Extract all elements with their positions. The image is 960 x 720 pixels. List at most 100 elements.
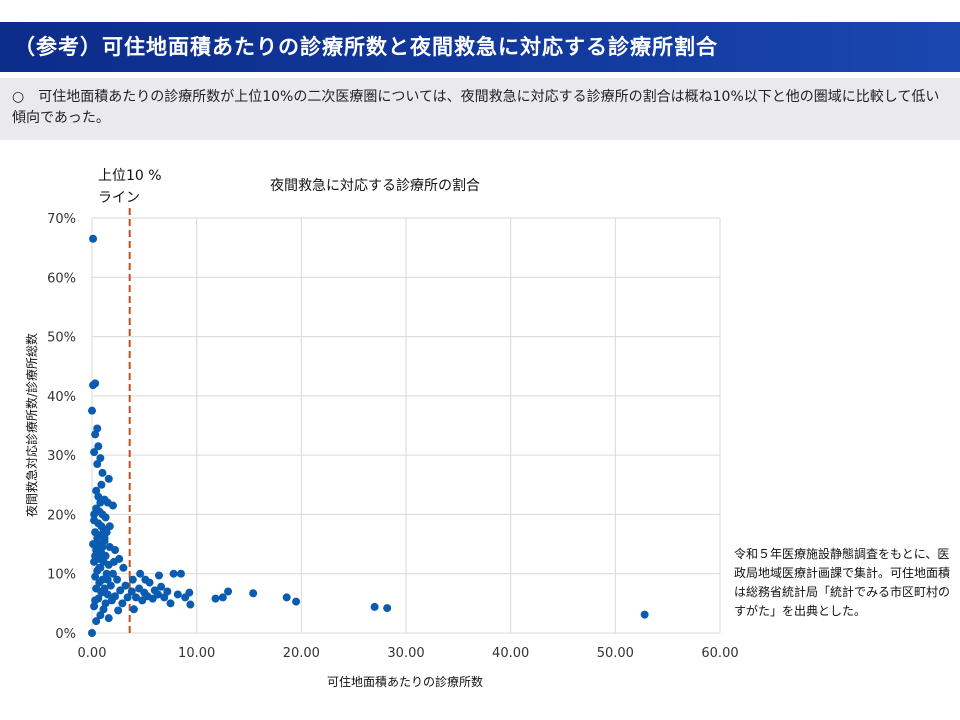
data-point — [91, 596, 100, 605]
data-point — [136, 569, 145, 578]
data-points — [88, 234, 649, 637]
data-point — [105, 522, 114, 531]
data-point — [249, 589, 258, 598]
x-tick-label: 30.00 — [387, 646, 424, 661]
data-point — [160, 593, 169, 602]
data-point — [218, 593, 227, 602]
data-point — [92, 486, 101, 495]
data-point — [90, 510, 99, 519]
data-point — [98, 468, 107, 477]
data-point — [116, 586, 125, 595]
data-point — [90, 557, 99, 566]
reference-line-label-2: ライン — [98, 190, 140, 206]
y-tick-label: 20% — [47, 508, 76, 523]
x-tick-label: 50.00 — [597, 646, 634, 661]
data-point — [91, 572, 100, 581]
data-point — [102, 569, 111, 578]
y-axis-label: 夜間救急対応診療所数/診療所総数 — [24, 333, 39, 517]
data-point — [104, 474, 113, 483]
page-header: （参考）可住地面積あたりの診療所数と夜間救急に対応する診療所割合 — [0, 22, 960, 72]
chart-title: 夜間救急に対応する診療所の割合 — [270, 177, 480, 194]
data-point — [106, 581, 115, 590]
y-tick-label: 50% — [47, 331, 76, 346]
data-point — [89, 540, 98, 549]
data-point — [96, 454, 105, 463]
data-point — [107, 596, 116, 605]
data-point — [153, 590, 162, 599]
data-point — [127, 587, 136, 596]
data-point — [99, 551, 108, 560]
y-tick-label: 10% — [47, 568, 76, 583]
data-point — [91, 551, 100, 560]
data-point — [224, 587, 233, 596]
data-point — [282, 593, 291, 602]
x-tick-label: 40.00 — [492, 646, 529, 661]
y-tick-label: 60% — [47, 271, 76, 286]
data-point — [169, 569, 178, 578]
data-point — [292, 597, 301, 606]
reference-line-label: 上位10 % — [98, 168, 162, 184]
data-point — [101, 599, 110, 608]
data-point — [111, 546, 120, 554]
chart-grid — [91, 217, 721, 634]
y-tick-label: 70% — [47, 212, 76, 227]
data-point — [88, 629, 96, 637]
data-point — [211, 594, 220, 603]
data-point — [103, 575, 112, 584]
data-point — [96, 611, 105, 620]
data-point — [91, 430, 100, 439]
data-point — [154, 571, 163, 580]
data-point — [128, 575, 137, 584]
x-tick-label: 0.00 — [78, 646, 107, 661]
scatter-chart: 0% 10% 20% 30% 40% 50% 60% 70% 0.00 10.00 20.00 30.… — [24, 168, 739, 689]
data-point — [94, 442, 103, 451]
data-point — [113, 575, 122, 584]
data-point — [129, 605, 138, 614]
data-point — [114, 606, 123, 615]
data-point — [121, 581, 130, 590]
data-point — [108, 569, 117, 578]
data-point — [173, 590, 182, 599]
data-point — [186, 600, 195, 609]
data-point — [91, 379, 100, 388]
x-axis-label: 可住地面積あたりの診療所数 — [327, 674, 483, 689]
data-point — [95, 578, 104, 587]
x-tick-label: 20.00 — [283, 646, 320, 661]
data-point — [370, 602, 379, 611]
data-point — [103, 590, 112, 599]
data-point — [101, 513, 110, 522]
data-point — [157, 582, 166, 591]
data-point — [100, 534, 109, 543]
data-point — [141, 575, 150, 584]
data-point — [89, 234, 98, 243]
data-point — [95, 563, 104, 572]
data-point — [96, 498, 105, 507]
y-tick-label: 30% — [47, 449, 76, 464]
data-point — [109, 557, 118, 566]
data-point — [166, 599, 175, 608]
data-point — [123, 593, 132, 602]
page-title: （参考）可住地面積あたりの診療所数と夜間救急に対応する診療所割合 — [14, 35, 718, 59]
x-tick-label: 10.00 — [178, 646, 215, 661]
data-point — [163, 587, 172, 596]
chart-axes: 0% 10% 20% 30% 40% 50% 60% 70% 0.00 10.00 20.00 30.… — [47, 212, 739, 661]
data-point — [90, 448, 99, 457]
data-point — [90, 602, 99, 611]
data-point — [176, 569, 185, 578]
data-point — [185, 588, 194, 597]
summary-box: ○ 可住地面積あたりの診療所数が上位10%の二次医療圏については、夜間救急に対応… — [0, 78, 960, 140]
data-point — [97, 587, 106, 596]
data-point — [92, 617, 101, 626]
data-point — [383, 604, 392, 613]
x-tick-label: 60.00 — [701, 646, 738, 661]
y-tick-label: 40% — [47, 390, 76, 405]
data-point — [118, 599, 127, 608]
data-point — [88, 406, 96, 415]
data-point — [93, 460, 102, 469]
data-point — [640, 610, 649, 619]
summary-text: ○ 可住地面積あたりの診療所数が上位10%の二次医療圏については、夜間救急に対応… — [12, 89, 940, 126]
data-point — [104, 614, 113, 623]
data-point — [97, 480, 106, 489]
data-point — [131, 593, 140, 602]
source-note: 令和５年医療施設静態調査をもとに、医政局地域医療計画課で集計。可住地面積は総務省… — [734, 547, 951, 618]
